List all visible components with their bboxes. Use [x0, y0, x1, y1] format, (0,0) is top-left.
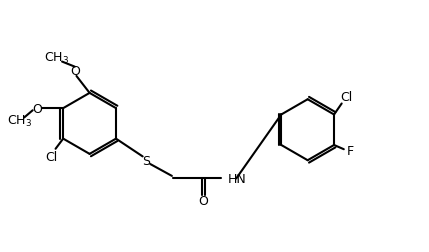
Text: O: O [32, 102, 42, 115]
Text: O: O [70, 65, 80, 78]
Text: CH$_3$: CH$_3$ [6, 114, 32, 129]
Text: HN: HN [228, 172, 247, 185]
Text: F: F [347, 144, 354, 157]
Text: Cl: Cl [340, 91, 352, 104]
Text: Cl: Cl [45, 150, 57, 163]
Text: O: O [198, 194, 208, 207]
Text: CH$_3$: CH$_3$ [45, 51, 69, 66]
Text: S: S [142, 154, 151, 168]
